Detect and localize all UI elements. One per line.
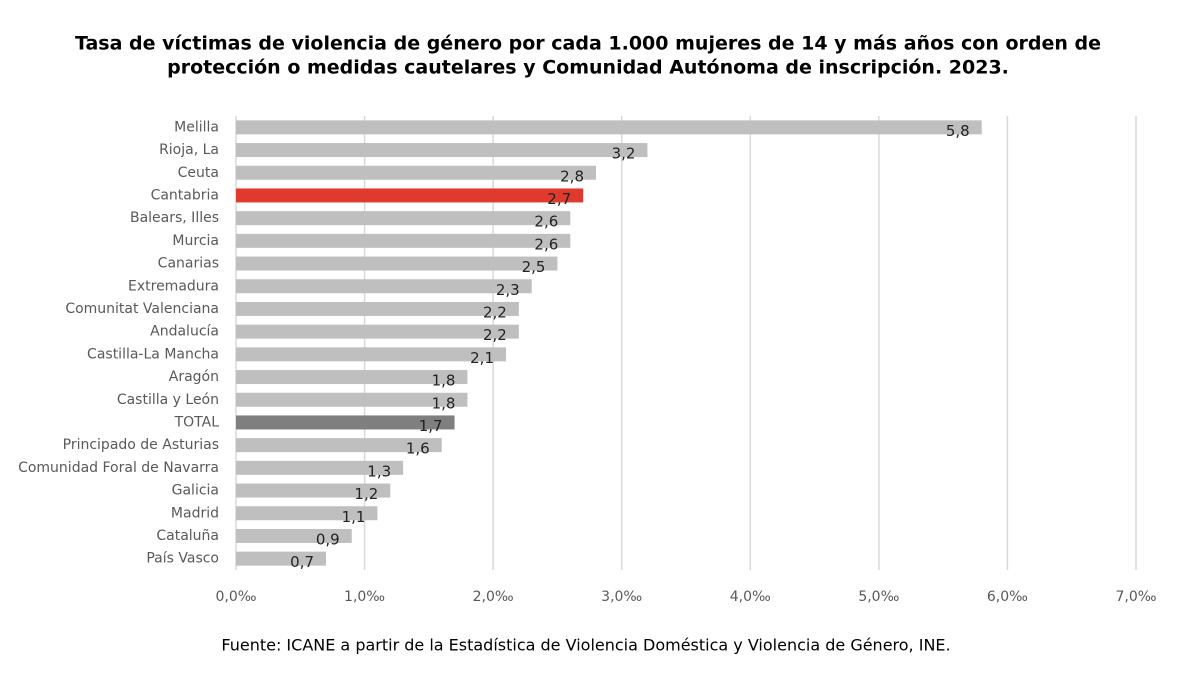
- bar: [236, 165, 596, 180]
- source-note: Fuente: ICANE a partir de la Estadística…: [221, 636, 950, 655]
- bar: [236, 188, 584, 203]
- y-tick-label: Comunidad Foral de Navarra: [18, 460, 219, 476]
- y-tick-label: Cataluña: [156, 528, 219, 544]
- y-tick-label: Principado de Asturias: [63, 437, 219, 453]
- y-tick-label: Cantabria: [151, 187, 219, 203]
- y-tick-label: Aragón: [169, 369, 219, 385]
- y-tick-label: Balears, Illes: [130, 210, 219, 226]
- value-label: 5,8: [946, 122, 970, 140]
- value-label: 2,7: [547, 190, 571, 208]
- chart-title: protección o medidas cautelares y Comuni…: [167, 57, 1009, 79]
- y-tick-label: TOTAL: [174, 414, 220, 430]
- y-tick-label: Rioja, La: [159, 142, 219, 158]
- y-tick-label: Murcia: [172, 233, 219, 249]
- y-tick-label: Andalucía: [150, 324, 219, 340]
- bar: [236, 279, 532, 294]
- y-tick-label: País Vasco: [146, 551, 219, 567]
- x-tick-label: 6,0‰: [987, 589, 1028, 605]
- value-label: 2,5: [522, 258, 546, 276]
- bar: [236, 438, 442, 453]
- bar: [236, 460, 404, 475]
- bar: [236, 256, 558, 271]
- y-tick-label: Ceuta: [178, 165, 219, 181]
- value-label: 1,6: [406, 440, 430, 458]
- value-label: 0,7: [290, 553, 314, 571]
- chart-title: Tasa de víctimas de violencia de género …: [75, 33, 1101, 55]
- y-tick-label: Galicia: [172, 483, 219, 499]
- y-tick-label: Comunitat Valenciana: [65, 301, 219, 317]
- x-tick-label: 0,0‰: [215, 589, 256, 605]
- y-tick-label: Madrid: [171, 505, 219, 521]
- bar: [236, 211, 571, 226]
- y-tick-label: Extremadura: [128, 278, 219, 294]
- x-tick-label: 7,0‰: [1115, 589, 1156, 605]
- y-tick-label: Melilla: [174, 119, 219, 135]
- value-label: 2,8: [560, 167, 584, 185]
- value-label: 2,3: [496, 281, 520, 299]
- bar: [236, 370, 468, 385]
- y-tick-label: Castilla y León: [117, 392, 219, 408]
- value-label: 2,1: [470, 349, 494, 367]
- bar: [236, 324, 519, 339]
- bar: [236, 120, 982, 135]
- x-tick-label: 1,0‰: [344, 589, 385, 605]
- bar: [236, 551, 326, 566]
- value-label: 1,7: [419, 417, 443, 435]
- bar: [236, 233, 571, 248]
- bar: [236, 143, 648, 158]
- x-tick-label: 3,0‰: [601, 589, 642, 605]
- bar: [236, 301, 519, 316]
- bar: [236, 415, 455, 430]
- bar: [236, 483, 391, 498]
- bar: [236, 506, 378, 521]
- value-label: 1,8: [432, 394, 456, 412]
- value-label: 2,6: [534, 235, 558, 253]
- y-tick-label: Castilla-La Mancha: [87, 346, 219, 362]
- x-tick-label: 2,0‰: [473, 589, 514, 605]
- value-label: 1,3: [367, 462, 391, 480]
- value-label: 2,2: [483, 326, 507, 344]
- x-tick-label: 5,0‰: [858, 589, 899, 605]
- value-label: 2,6: [534, 213, 558, 231]
- value-label: 1,2: [354, 485, 378, 503]
- value-label: 3,2: [612, 145, 636, 163]
- bar: [236, 347, 506, 362]
- value-label: 2,2: [483, 303, 507, 321]
- x-tick-label: 4,0‰: [730, 589, 771, 605]
- y-tick-label: Canarias: [158, 256, 219, 272]
- value-label: 1,1: [342, 508, 366, 526]
- bar: [236, 528, 352, 543]
- value-label: 1,8: [432, 372, 456, 390]
- value-label: 0,9: [316, 530, 340, 548]
- bar: [236, 392, 468, 407]
